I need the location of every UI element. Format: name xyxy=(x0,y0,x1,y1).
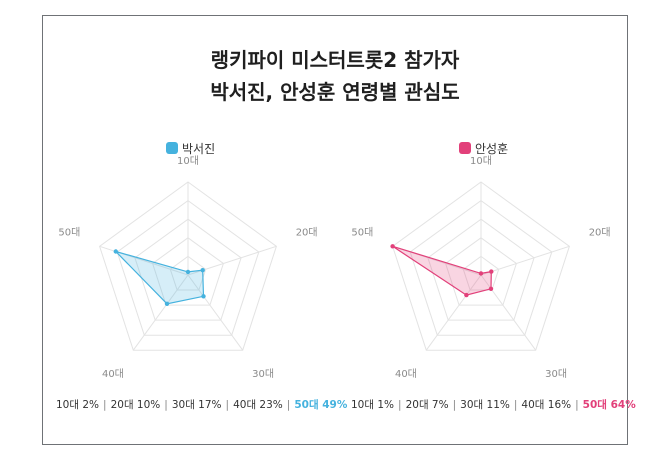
summary-separator: | xyxy=(575,399,579,411)
radar-grid-ring xyxy=(427,218,535,321)
radar-axis-label: 40대 xyxy=(102,368,124,380)
radar-grid-ring xyxy=(99,181,277,351)
radar-axis-label: 30대 xyxy=(545,368,567,380)
radar-grid-ring xyxy=(392,181,570,351)
radar-axis-spoke xyxy=(132,274,189,351)
radar-data-point xyxy=(200,268,205,273)
radar-data-point xyxy=(164,301,170,306)
radar-data-point xyxy=(185,269,191,275)
summary-separator: | xyxy=(225,399,230,411)
chart-frame xyxy=(42,15,628,445)
radar-axis-label: 20대 xyxy=(296,226,318,238)
summary-value: 30대 17% xyxy=(171,399,222,411)
radar-grid-ring xyxy=(445,237,517,306)
legend-park-seojin: 박서진 xyxy=(166,139,215,157)
radar-axis-label: 20대 xyxy=(589,226,611,238)
chart-title-line1: 랭키파이 미스터트롯2 참가자 xyxy=(210,48,460,72)
radar-grid-ring xyxy=(462,255,500,291)
radar-axis-label: 10대 xyxy=(177,155,199,167)
summary-value: 10대 2% xyxy=(56,399,100,411)
summary-separator: | xyxy=(398,399,402,411)
summary-park-seojin: 10대 2% | 20대 10% | 30대 17% | 40대 23% | 50대 49% xyxy=(56,397,347,412)
legend-ahn-sunghun: 안성훈 xyxy=(459,139,508,157)
radar-axis-label: 50대 xyxy=(58,226,80,238)
radar-data-point xyxy=(464,292,469,298)
radar-axis-spoke xyxy=(480,245,570,276)
radar-axis-label: 40대 xyxy=(395,368,417,380)
summary-value: 10대 1% xyxy=(351,399,395,411)
radar-axis-label: 30대 xyxy=(252,368,274,380)
radar-data-area xyxy=(113,250,205,305)
radar-axis-spoke xyxy=(425,274,482,351)
legend-label-ahn-sunghun: 안성훈 xyxy=(475,141,509,156)
radar-data-point xyxy=(390,244,395,249)
radar-axis-label: 10대 xyxy=(470,155,492,167)
legend-swatch-ahn-sunghun xyxy=(459,142,471,154)
radar-data-area xyxy=(392,245,492,296)
summary-value: 20대 10% xyxy=(110,399,161,411)
radar-data-point xyxy=(201,294,206,299)
radar-grid-ring xyxy=(152,237,224,306)
radar-grid-ring xyxy=(116,199,260,336)
radar-axis-spoke xyxy=(187,274,244,351)
radar-data-point xyxy=(489,269,494,274)
summary-value: 50대 64% xyxy=(582,399,636,411)
chart-title-line2: 박서진, 안성훈 연령별 관심도 xyxy=(210,80,460,104)
summary-value: 40대 23% xyxy=(233,399,283,411)
summary-value: 20대 7% xyxy=(405,399,449,411)
radar-data-point xyxy=(478,271,484,276)
summary-separator: | xyxy=(103,399,107,411)
summary-separator: | xyxy=(452,399,457,411)
radar-data-point xyxy=(488,286,494,291)
summary-separator: | xyxy=(513,399,518,411)
summary-separator: | xyxy=(286,399,291,411)
summary-value: 50대 49% xyxy=(294,399,348,411)
radar-axis-label: 50대 xyxy=(351,226,373,238)
radar-grid-ring xyxy=(409,199,553,336)
radar-grid-ring xyxy=(134,218,242,321)
legend-label-park-seojin: 박서진 xyxy=(182,141,216,156)
summary-value: 30대 11% xyxy=(460,399,510,411)
radar-data-point xyxy=(113,249,119,254)
summary-ahn-sunghun: 10대 1% | 20대 7% | 30대 11% | 40대 16% | 50대 64% xyxy=(351,397,636,412)
summary-separator: | xyxy=(164,399,168,411)
legend-swatch-park-seojin xyxy=(166,142,178,154)
summary-value: 40대 16% xyxy=(521,399,572,411)
